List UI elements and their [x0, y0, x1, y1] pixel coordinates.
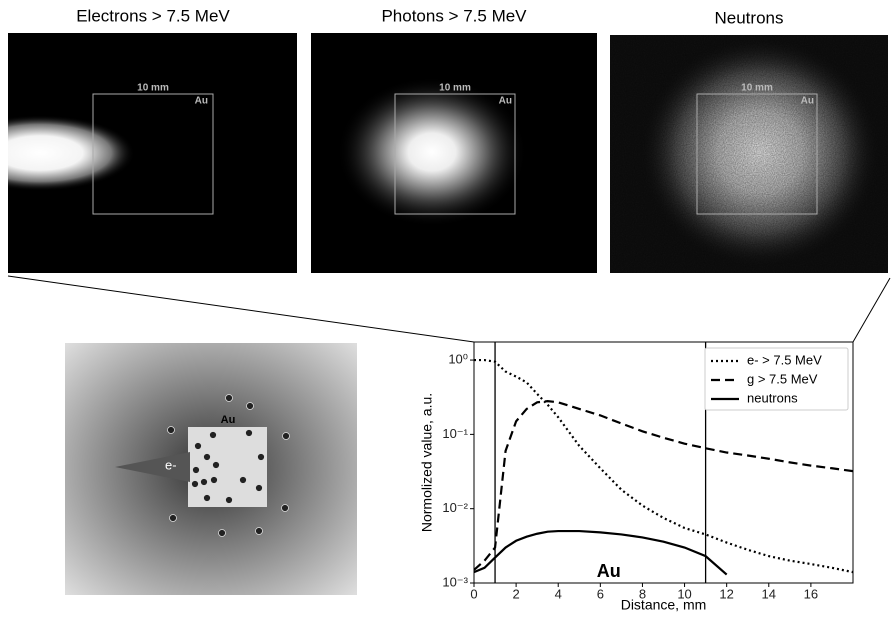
x-tick-label: 4 — [555, 586, 562, 601]
material-label: Au — [195, 96, 208, 107]
au-box — [92, 93, 214, 215]
x-tick-label: 2 — [512, 586, 519, 601]
y-axis-label: Normolized value, a.u. — [419, 393, 435, 532]
y-tick-label: 10⁻³ — [442, 574, 468, 589]
x-tick-label: 12 — [719, 586, 733, 601]
series-line — [474, 400, 853, 571]
zoom-line — [852, 277, 891, 343]
scale-label: 10 mm — [741, 83, 773, 94]
x-tick-label: 16 — [804, 586, 818, 601]
series-line — [474, 529, 728, 576]
annotation: Au — [597, 561, 621, 581]
schematic: e- Au — [65, 343, 357, 595]
target-label: Au — [221, 414, 236, 426]
scale-label: 10 mm — [137, 83, 169, 94]
chart: 0 2 4 6 8 10 12 14 16 10⁻³ 10⁻² 10⁻¹ 10⁰ Distance, mm… — [419, 341, 854, 613]
panel-title: Neutrons — [715, 8, 784, 27]
y-tick-label: 10⁻¹ — [442, 426, 468, 441]
x-tick-label: 10 — [677, 586, 691, 601]
material-label: Au — [801, 96, 814, 107]
electron-beam — [8, 115, 135, 191]
scale-label: 10 mm — [439, 83, 471, 94]
panel-title: Photons > 7.5 MeV — [381, 6, 527, 25]
electron-cone — [115, 452, 190, 482]
au-box — [394, 93, 516, 215]
legend-label: e- > 7.5 MeV — [747, 352, 822, 367]
material-label: Au — [499, 96, 512, 107]
photon-cloud — [337, 77, 527, 227]
particles — [167, 394, 290, 537]
noise — [610, 35, 888, 273]
x-tick-label: 8 — [639, 586, 646, 601]
zoom-line — [7, 275, 475, 343]
legend-label: neutrons — [747, 390, 798, 405]
x-axis-label: Distance, mm — [621, 597, 707, 613]
au-target — [188, 427, 267, 507]
x-tick-label: 14 — [762, 586, 776, 601]
x-tick-label: 6 — [597, 586, 604, 601]
y-tick-label: 10⁻² — [442, 500, 468, 515]
au-box — [696, 93, 818, 215]
legend-label: g > 7.5 MeV — [747, 371, 818, 386]
legend-box — [704, 347, 849, 411]
y-tick-label: 10⁰ — [448, 351, 468, 366]
beam-label: e- — [165, 457, 177, 472]
x-tick-label: 0 — [470, 586, 477, 601]
panel-title: Electrons > 7.5 MeV — [76, 6, 230, 25]
image-panels: Electrons > 7.5 MeV Photons > 7.5 MeV Ne… — [8, 6, 888, 273]
